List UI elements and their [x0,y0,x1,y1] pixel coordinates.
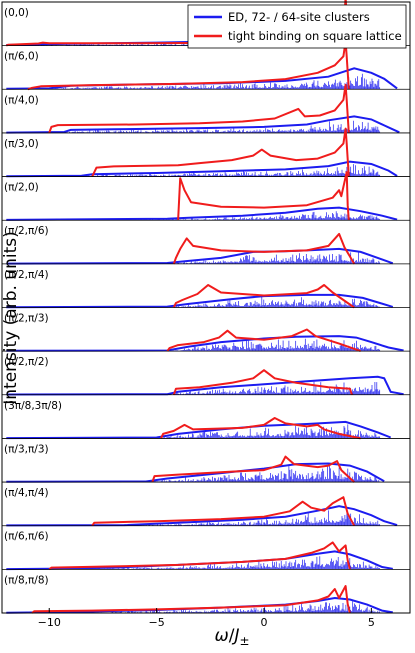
x-tick-label-0: −10 [38,616,61,629]
ed-envelope-12 [6,550,393,571]
panel-5: (π/2,π/6) [2,225,410,265]
y-axis-label: Intensity (arb. units) [1,231,21,404]
tight-binding-curve-10 [151,455,355,483]
panel-9: (3π/8,3π/8) [2,400,410,440]
panel-label-8: (π/2,π/2) [4,356,49,368]
tight-binding-curve-3 [91,127,350,178]
panel-label-6: (π/2,π/4) [4,269,49,281]
panel-3: (π/3,0) [2,127,410,178]
ed-envelope-5 [6,247,394,265]
x-axis-label-omega: ω [214,626,228,646]
panel-10: (π/3,π/3) [2,443,410,483]
ed-envelope-7 [6,335,404,352]
panel-8: (π/2,π/2) [2,356,410,396]
panel-label-13: (π/8,π/8) [4,574,49,586]
panel-13: (π/8,π/8) [2,574,410,614]
panel-label-9: (3π/8,3π/8) [4,400,62,412]
panel-label-10: (π/3,π/3) [4,443,49,455]
panel-label-2: (π/4,0) [4,94,39,106]
x-tick-label-1: −5 [149,616,165,629]
panel-1: (π/6,0) [2,40,410,91]
panels-group: (0,0) (π/6,0) (π/4,0) (π/3,0) (π/2,0) (π/2,π/… [1,0,411,614]
tight-binding-curve-2 [48,83,350,134]
ed-envelope-3 [6,160,398,178]
panel-label-0: (0,0) [4,7,29,19]
panel-label-11: (π/4,π/4) [4,487,49,499]
panel-11: (π/4,π/4) [2,487,410,527]
panel-label-1: (π/6,0) [4,51,39,63]
panel-label-4: (π/2,0) [4,182,39,194]
legend: ED, 72- / 64-site clusters tight binding… [187,4,407,49]
plot-frame [1,1,411,614]
tight-binding-curve-7 [166,328,361,353]
ed-envelope-2 [6,115,400,134]
panel-label-3: (π/3,0) [4,138,39,150]
ed-envelope-6 [6,293,394,309]
ed-spectrum-spikes-6 [10,296,381,308]
tight-binding-curve-12 [48,541,351,571]
x-tick-label-2: 0 [260,616,267,629]
ed-envelope-10 [6,462,385,483]
x-axis-label-subscript: ± [239,634,249,648]
tight-binding-curve-11 [91,496,356,527]
ed-envelope-11 [6,505,398,527]
tight-binding-curve-6 [172,284,355,309]
ed-envelope-9 [6,420,392,440]
panel-label-7: (π/2,π/3) [4,313,49,325]
ed-spectrum-spikes-5 [10,251,381,264]
panel-6: (π/2,π/4) [2,269,410,309]
panel-2: (π/4,0) [2,83,410,134]
x-axis-label-slash: / [229,626,235,646]
legend-label-tight-binding: tight binding on square lattice [228,29,402,43]
tight-binding-curve-4 [177,171,350,221]
legend-box [187,4,407,49]
x-axis-label: ω/J± [214,626,249,648]
x-axis: −10 −5 0 5 [38,608,375,629]
x-tick-label-3: 5 [368,616,375,629]
x-axis-label-j: J [231,626,239,646]
tight-binding-curve-13 [31,585,351,614]
ed-spectrum-spikes-11 [10,510,381,526]
panel-4: (π/2,0) [2,171,410,221]
legend-label-ed: ED, 72- / 64-site clusters [228,10,370,24]
tight-binding-curve-9 [160,417,361,440]
panel-label-12: (π/6,π/6) [4,531,49,543]
panel-label-5: (π/2,π/6) [4,225,49,237]
tight-binding-curve-8 [172,369,353,396]
panel-12: (π/6,π/6) [2,531,410,571]
tight-binding-curve-5 [172,232,356,265]
tight-binding-curve-1 [27,40,350,91]
panel-7: (π/2,π/3) [2,313,410,353]
